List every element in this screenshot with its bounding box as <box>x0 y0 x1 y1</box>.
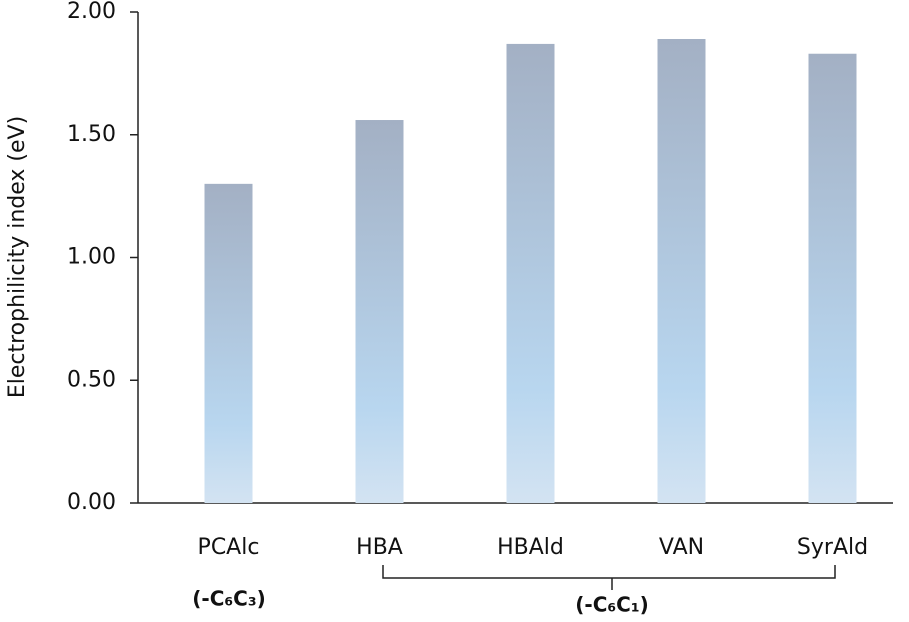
bar <box>808 53 857 504</box>
y-tick-label: 0.00 <box>67 490 116 515</box>
y-tick-label: 0.50 <box>67 367 116 392</box>
x-tick-label: PCAlc <box>198 535 260 560</box>
x-tick-label: SyrAld <box>797 535 868 560</box>
y-axis-label: Electrophilicity index (eV) <box>5 116 30 398</box>
group-bracket <box>382 565 836 590</box>
y-tick-label: 2.00 <box>67 0 116 24</box>
group-label: (-C₆C₁) <box>575 593 648 617</box>
x-tick-label: HBA <box>356 535 403 560</box>
bar <box>355 120 404 504</box>
y-tick-label: 1.50 <box>67 122 116 147</box>
y-tick-label: 1.00 <box>67 245 116 270</box>
bar <box>204 183 253 503</box>
bar <box>657 39 706 503</box>
bar <box>506 43 555 503</box>
group-label: (-C₆C₃) <box>192 587 265 611</box>
x-tick-label: HBAld <box>497 535 564 560</box>
x-tick-label: VAN <box>659 535 704 560</box>
